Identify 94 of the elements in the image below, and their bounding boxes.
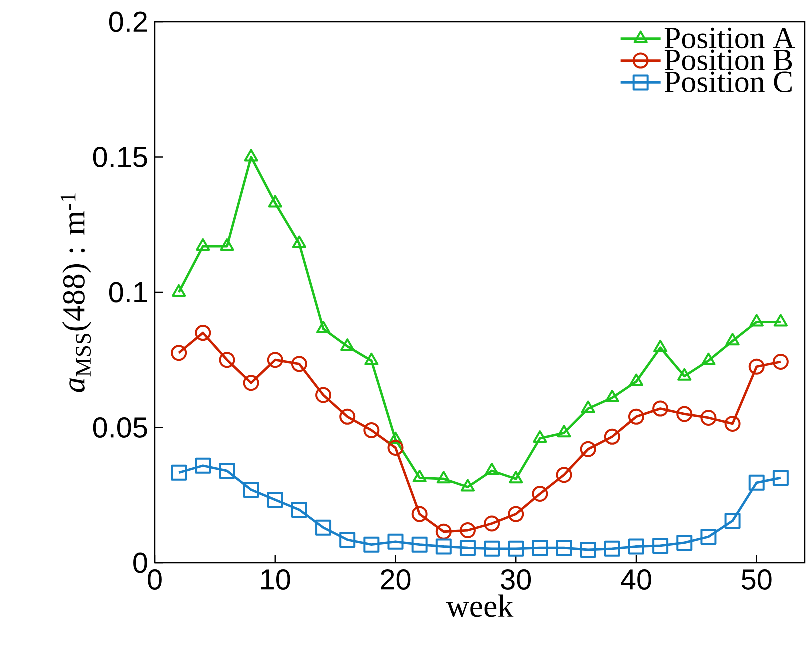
- point: [750, 314, 764, 327]
- point: [388, 432, 403, 444]
- point: [700, 410, 717, 426]
- point: [556, 540, 572, 556]
- point: [243, 375, 260, 392]
- point: [460, 540, 476, 556]
- point: [436, 471, 451, 484]
- point: [412, 470, 427, 483]
- point: [172, 284, 186, 297]
- point: [219, 463, 236, 480]
- point: [436, 538, 452, 555]
- point: [628, 538, 644, 555]
- point: [291, 502, 308, 518]
- legend-label: Position A: [664, 28, 796, 49]
- point: [316, 321, 331, 334]
- point: [243, 482, 260, 498]
- point: [268, 195, 282, 208]
- point: [436, 524, 452, 540]
- point: [364, 536, 380, 553]
- x-axis-title: week: [446, 594, 514, 618]
- point: [676, 534, 693, 551]
- point: [460, 522, 476, 539]
- point: [292, 236, 307, 248]
- point: [364, 352, 379, 366]
- point: [388, 440, 404, 456]
- point: [629, 374, 644, 386]
- point: [557, 425, 572, 438]
- point: [748, 358, 765, 375]
- point: [702, 352, 716, 366]
- point: [604, 540, 620, 557]
- point: [726, 333, 740, 346]
- point: [340, 338, 355, 352]
- point: [676, 406, 693, 422]
- point: [267, 352, 284, 368]
- point: [772, 354, 789, 370]
- point: [628, 408, 644, 425]
- point: [748, 474, 765, 491]
- y-tick-label: 0.15: [93, 147, 148, 168]
- point: [654, 340, 668, 352]
- x-tick-label: 30: [501, 570, 532, 590]
- point: [388, 534, 404, 550]
- point: [605, 390, 620, 402]
- point: [412, 536, 428, 553]
- point: [580, 542, 596, 558]
- point: [220, 238, 234, 251]
- point: [581, 400, 596, 414]
- point: [774, 314, 788, 327]
- point: [364, 422, 380, 438]
- point: [484, 540, 500, 557]
- x-tick-label: 10: [262, 570, 290, 590]
- x-tick-label: 20: [381, 570, 411, 590]
- y-tick-label: 0.2: [109, 12, 148, 32]
- point: [171, 464, 188, 481]
- x-tick-label: 40: [621, 570, 652, 590]
- point: [509, 471, 524, 484]
- x-tick-label: 0: [148, 570, 162, 590]
- point: [484, 516, 500, 532]
- point: [484, 463, 500, 476]
- point: [652, 400, 669, 417]
- y-tick-label: 0: [134, 552, 148, 574]
- point: [244, 149, 258, 162]
- point: [195, 325, 212, 342]
- point: [219, 352, 236, 368]
- point: [171, 345, 188, 362]
- point: [772, 470, 789, 486]
- point: [508, 540, 524, 557]
- point: [532, 486, 548, 502]
- point: [460, 479, 476, 492]
- legend-label: Position B: [664, 50, 792, 71]
- y-axis-title: a$_{MSS}$(488) : m$^{-1}$: [60, 194, 92, 392]
- point: [580, 441, 596, 458]
- point: [724, 416, 741, 432]
- x-tick-label: 50: [742, 570, 772, 590]
- point: [196, 238, 210, 251]
- point: [291, 356, 308, 372]
- y-tick-label: 0.1: [109, 282, 148, 303]
- point: [340, 408, 356, 425]
- point: [533, 430, 548, 444]
- point: [604, 428, 620, 445]
- legend-label: Position C: [664, 72, 792, 92]
- point: [195, 458, 212, 474]
- point: [700, 529, 717, 546]
- point: [316, 520, 332, 536]
- point: [412, 506, 428, 522]
- point: [340, 532, 356, 548]
- point: [267, 492, 284, 508]
- point: [556, 467, 572, 484]
- y-tick-label: 0.05: [93, 418, 148, 438]
- point: [532, 540, 548, 556]
- point: [724, 513, 741, 530]
- point: [652, 538, 669, 554]
- point: [316, 387, 332, 404]
- point: [678, 368, 692, 381]
- point: [508, 506, 524, 522]
